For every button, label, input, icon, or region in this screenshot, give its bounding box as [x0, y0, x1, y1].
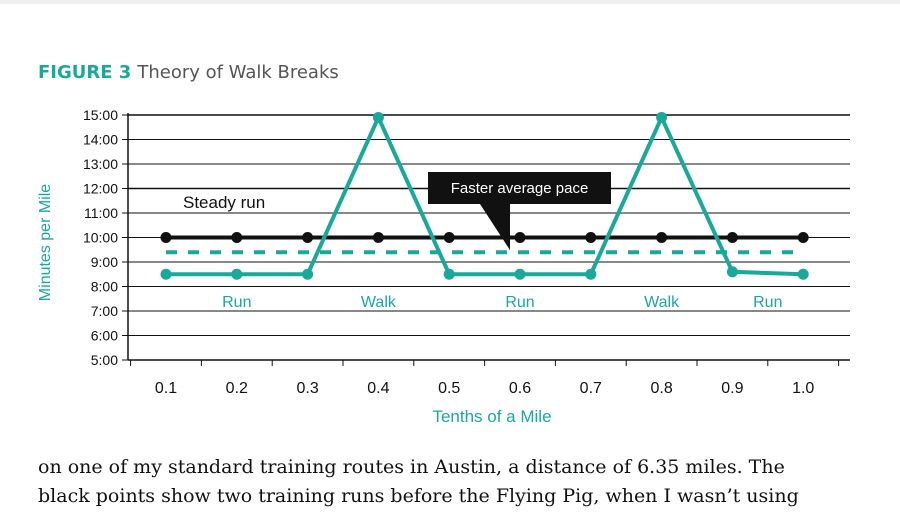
x-tick-label: 0.7 — [580, 380, 602, 397]
steady-point — [797, 232, 809, 243]
callout-pointer — [480, 204, 510, 251]
run-walk-point — [585, 268, 597, 280]
series-line-run-walk — [166, 112, 804, 277]
y-tick-label: 13:00 — [83, 156, 118, 172]
run-walk-point — [797, 268, 809, 280]
segment-label-walk: Walk — [644, 294, 680, 311]
y-tick-label: 5:00 — [91, 352, 118, 368]
figure-heading: FIGURE 3 Theory of Walk Breaks — [38, 62, 339, 83]
body-paragraph: on one of my standard training routes in… — [38, 453, 868, 511]
y-tick-label: 15:00 — [83, 107, 118, 123]
y-tick-label: 9:00 — [91, 254, 118, 270]
figure-title: Theory of Walk Breaks — [137, 62, 339, 83]
x-tick-label: 0.3 — [296, 380, 318, 397]
y-tick-label: 7:00 — [91, 303, 118, 319]
y-tick-label: 12:00 — [83, 181, 118, 197]
run-walk-point — [231, 268, 243, 280]
x-tick-label: 0.6 — [509, 380, 531, 397]
run-walk-point — [372, 111, 384, 123]
x-tick-label: 0.5 — [438, 380, 460, 397]
segment-label-run: Run — [222, 294, 251, 311]
x-tick-label: 0.1 — [155, 380, 177, 397]
run-walk-point — [656, 111, 668, 123]
steady-point — [656, 232, 668, 243]
callout-label: Faster average pace — [451, 180, 589, 197]
run-walk-point — [302, 268, 314, 280]
y-tick-label: 11:00 — [84, 205, 118, 221]
run-walk-point — [726, 266, 738, 278]
y-tick-label: 8:00 — [91, 279, 118, 295]
run-walk-point — [443, 268, 455, 280]
figure-label: FIGURE 3 — [38, 62, 132, 83]
x-tick-label: 0.4 — [367, 380, 389, 397]
x-tick-label: 1.0 — [792, 380, 814, 397]
steady-run-label: Steady run — [183, 193, 265, 212]
steady-point — [231, 232, 243, 243]
steady-point — [585, 232, 597, 243]
x-tick-label: 0.8 — [650, 380, 672, 397]
run-walk-point — [514, 268, 526, 280]
segment-label-run: Run — [753, 294, 782, 311]
x-axis-title: Tenths of a Mile — [432, 407, 551, 426]
callout-box — [428, 172, 611, 204]
steady-point — [443, 232, 455, 243]
y-tick-label: 6:00 — [91, 328, 118, 344]
y-tick-label: 14:00 — [83, 132, 118, 148]
steady-point — [514, 232, 526, 243]
body-line: black points show two training runs befo… — [38, 485, 799, 507]
segment-label-run: Run — [505, 294, 534, 311]
steady-point — [726, 232, 738, 243]
run-walk-point — [160, 268, 172, 280]
walk-breaks-chart: 5:00 6:00 7:00 8:00 9:00 10:00 11:00 12:00 13:00… — [37, 107, 850, 426]
y-tick-label: 10:00 — [83, 230, 118, 246]
segment-label-walk: Walk — [361, 294, 397, 311]
top-edge — [0, 0, 900, 4]
body-line: on one of my standard training routes in… — [38, 456, 785, 478]
steady-point — [302, 232, 314, 243]
steady-point — [372, 232, 384, 243]
x-tick-label: 0.2 — [226, 380, 248, 397]
y-axis-title: Minutes per Mile — [37, 184, 54, 301]
steady-point — [160, 232, 172, 243]
x-tick-label: 0.9 — [721, 380, 743, 397]
